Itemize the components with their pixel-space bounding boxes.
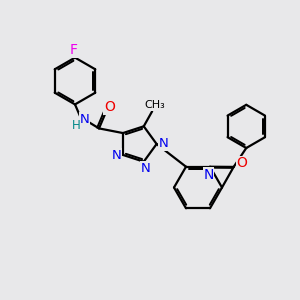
Text: CH₃: CH₃ [144,100,165,110]
Text: N: N [80,113,89,126]
Text: O: O [104,100,115,114]
Text: N: N [158,137,168,150]
Text: H: H [71,119,80,132]
Text: N: N [203,168,214,182]
Text: N: N [112,149,121,162]
Text: N: N [140,162,150,175]
Text: F: F [70,43,77,57]
Text: O: O [237,156,248,170]
